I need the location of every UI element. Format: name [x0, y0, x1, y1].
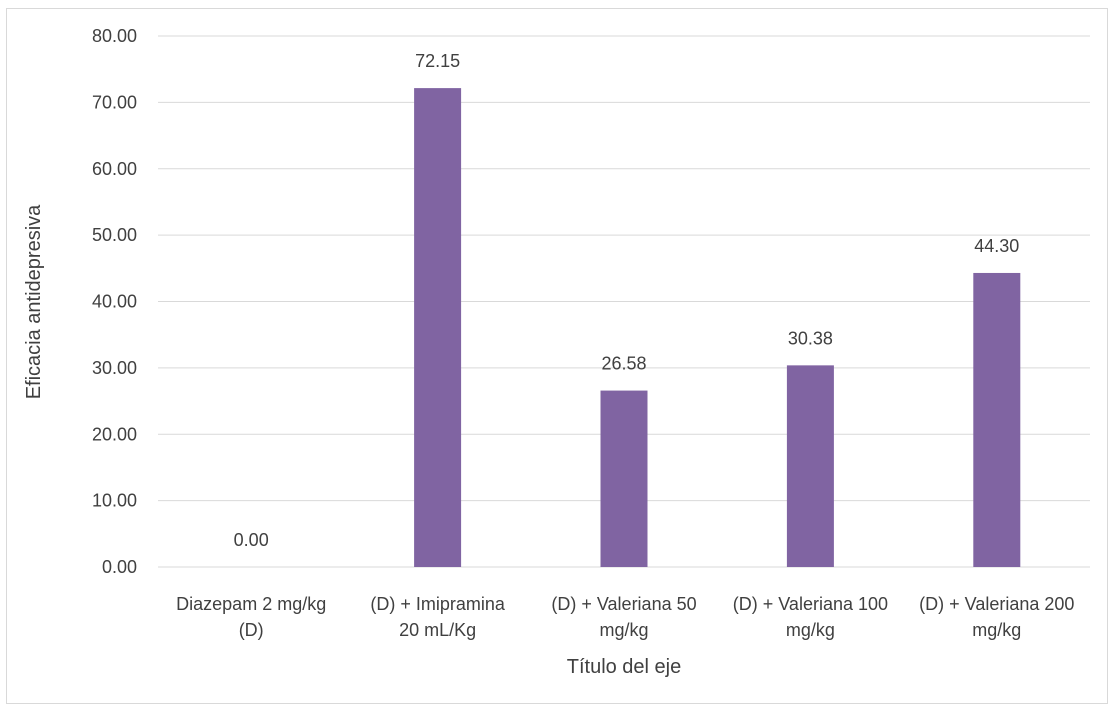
- data-label: 26.58: [601, 354, 646, 374]
- x-tick-label: (D) + Imipramina: [370, 594, 506, 614]
- x-axis-ticks: Diazepam 2 mg/kg (D) (D) + Imipramina 20 mL…: [176, 594, 1074, 640]
- x-tick-label: (D) + Valeriana 200: [919, 594, 1074, 614]
- x-tick-label: (D) + Valeriana 50: [551, 594, 696, 614]
- y-tick-label: 40.00: [92, 292, 137, 312]
- y-axis-title: Eficacia antidepresiva: [23, 204, 45, 399]
- y-tick-label: 0.00: [102, 557, 137, 577]
- y-tick-label: 50.00: [92, 225, 137, 245]
- chart-area: [6, 8, 1108, 704]
- y-tick-label: 80.00: [92, 26, 137, 46]
- y-tick-label: 20.00: [92, 424, 137, 444]
- bars: [414, 88, 1021, 568]
- bar: [786, 365, 834, 567]
- y-tick-label: 30.00: [92, 358, 137, 378]
- x-tick-label: mg/kg: [972, 620, 1021, 640]
- data-label: 72.15: [415, 51, 460, 71]
- x-tick-label: (D) + Valeriana 100: [733, 594, 888, 614]
- bar: [414, 88, 462, 568]
- data-label: 30.38: [788, 328, 833, 348]
- y-tick-label: 10.00: [92, 491, 137, 511]
- y-tick-label: 70.00: [92, 92, 137, 112]
- data-label: 44.30: [974, 236, 1019, 256]
- x-tick-label: mg/kg: [599, 620, 648, 640]
- data-labels: 0.00 72.15 26.58 30.38 44.30: [234, 51, 1020, 550]
- data-label: 0.00: [234, 530, 269, 550]
- x-tick-label: 20 mL/Kg: [399, 620, 476, 640]
- y-axis-ticks: 0.00 10.00 20.00 30.00 40.00 50.00 60.00 70.00 8…: [92, 26, 137, 577]
- bar: [600, 390, 648, 567]
- bar: [973, 272, 1021, 567]
- x-axis-title: Título del eje: [567, 656, 682, 678]
- x-tick-label: Diazepam 2 mg/kg: [176, 594, 326, 614]
- y-tick-label: 60.00: [92, 159, 137, 179]
- x-tick-label: (D): [239, 620, 264, 640]
- x-tick-label: mg/kg: [786, 620, 835, 640]
